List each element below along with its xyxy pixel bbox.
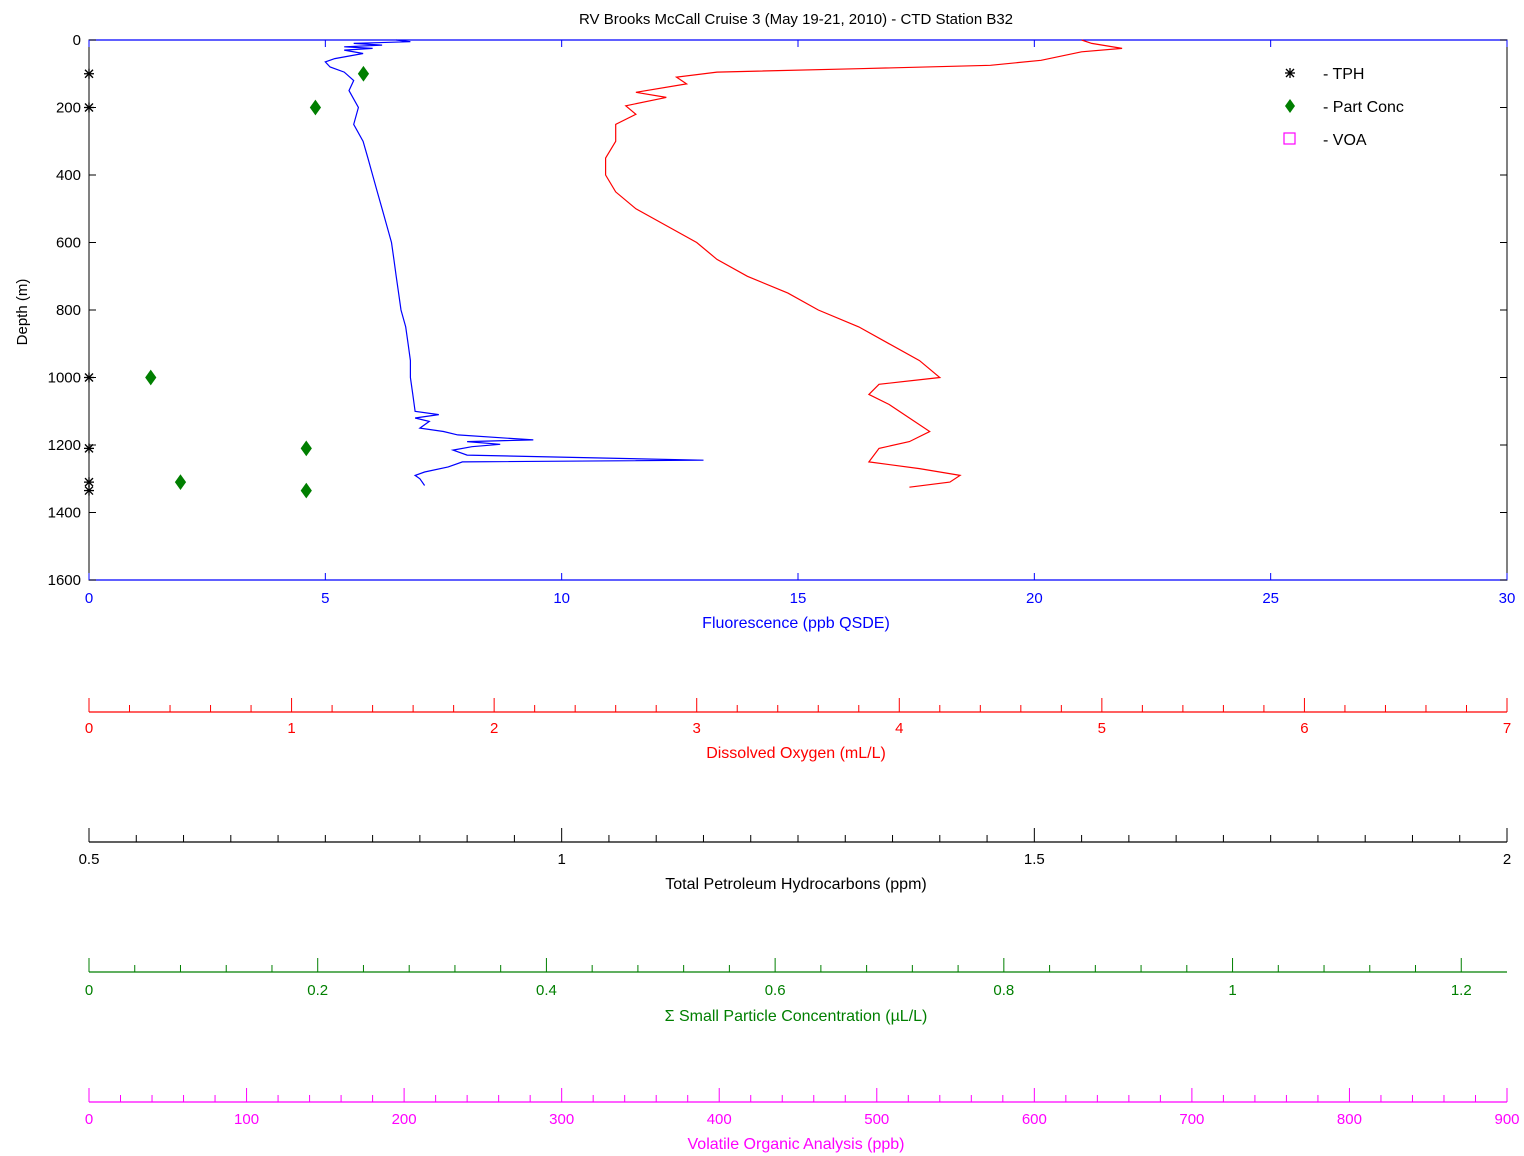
y-axis: 0 200 400 600 800 1000 1200 1400 1600	[48, 32, 1507, 589]
x-axis-do: 0 1 2 3 4 5 6 7 Dissolved Oxygen (mL/L)	[85, 698, 1511, 762]
x-axis-fluor: 0 5 10 15 20 25 30 Fluorescence (ppb QSDE)	[85, 40, 1516, 632]
tph-point	[84, 485, 94, 496]
series-line-do	[604, 39, 1123, 488]
x-tick-label: 300	[549, 1111, 574, 1128]
tph-point	[84, 68, 94, 79]
x-axis-title-fluor: Fluorescence (ppb QSDE)	[702, 615, 890, 632]
part-conc-point	[174, 474, 187, 490]
x-tick-label: 30	[1499, 590, 1516, 607]
y-tick-label: 1400	[48, 505, 81, 522]
series-layer	[84, 39, 1123, 499]
x-axis-title-do: Dissolved Oxygen (mL/L)	[706, 745, 886, 762]
x-tick-label: 1	[287, 720, 295, 737]
legend-label: - TPH	[1323, 66, 1364, 83]
x-tick-label: 700	[1179, 1111, 1204, 1128]
x-tick-label: 4	[895, 720, 903, 737]
part-conc-point	[300, 440, 312, 457]
plot-frame	[88, 39, 1508, 581]
x-tick-label: 1	[1228, 982, 1236, 999]
legend-label: - Part Conc	[1323, 99, 1404, 116]
x-tick-label: 1.2	[1451, 982, 1472, 999]
y-axis-label: Depth (m)	[14, 279, 31, 346]
x-axis-voa: 0 100 200 300 400 500 600 700 800 900 Volatile Org…	[85, 1088, 1520, 1153]
x-axis-title-voa: Volatile Organic Analysis (ppb)	[688, 1136, 905, 1153]
x-tick-label: 800	[1337, 1111, 1362, 1128]
x-tick-label: 0	[85, 720, 93, 737]
x-tick-label: 3	[693, 720, 701, 737]
y-tick-label: 800	[56, 302, 81, 319]
x-tick-label: 20	[1026, 590, 1043, 607]
x-tick-label: 5	[1098, 720, 1106, 737]
part-conc-point	[300, 482, 312, 499]
x-tick-label: 0	[85, 1111, 93, 1128]
part-conc-point	[309, 99, 322, 116]
part-conc-point	[357, 65, 370, 82]
x-tick-label: 900	[1494, 1111, 1519, 1128]
y-tick-label: 1000	[48, 370, 81, 387]
x-tick-label: 2	[490, 720, 498, 737]
legend-marker-tph	[1285, 68, 1295, 78]
legend-marker-voa	[1283, 132, 1296, 145]
x-tick-label: 0.5	[79, 851, 100, 868]
x-tick-label: 2	[1503, 851, 1511, 868]
x-tick-label: 15	[790, 590, 807, 607]
legend: - TPH - Part Conc - VOA	[1283, 66, 1404, 149]
x-tick-label: 0	[85, 590, 93, 607]
x-tick-label: 0.8	[993, 982, 1014, 999]
x-tick-label: 400	[707, 1111, 732, 1128]
x-tick-label: 0.2	[307, 982, 328, 999]
legend-marker-part-conc	[1285, 99, 1295, 113]
plot-area: 0 200 400 600 800 1000 1200 1400 1600 Depth (m)	[14, 32, 1508, 589]
x-tick-label: 1.5	[1024, 851, 1045, 868]
tph-point	[84, 372, 94, 383]
y-tick-label: 200	[56, 100, 81, 117]
x-tick-label: 25	[1262, 590, 1279, 607]
x-tick-label: 0	[85, 982, 93, 999]
tph-point	[84, 443, 94, 454]
y-tick-label: 400	[56, 167, 81, 184]
x-axis-spc: 0 0.2 0.4 0.6 0.8 1 1.2 Σ Small Particle Concen…	[85, 958, 1507, 1025]
x-tick-label: 500	[864, 1111, 889, 1128]
chart-title: RV Brooks McCall Cruise 3 (May 19-21, 20…	[579, 11, 1013, 28]
x-tick-label: 1	[557, 851, 565, 868]
x-tick-label: 600	[1022, 1111, 1047, 1128]
y-tick-label: 1600	[48, 572, 81, 589]
y-tick-label: 0	[73, 32, 81, 49]
legend-label: - VOA	[1323, 132, 1367, 149]
x-tick-label: 0.6	[765, 982, 786, 999]
y-tick-label: 1200	[48, 437, 81, 454]
x-tick-label: 0.4	[536, 982, 557, 999]
x-tick-label: 5	[321, 590, 329, 607]
y-tick-label: 600	[56, 235, 81, 252]
x-axis-title-tph: Total Petroleum Hydrocarbons (ppm)	[665, 876, 926, 893]
x-axis-title-spc: Σ Small Particle Concentration (µL/L)	[665, 1008, 928, 1025]
x-tick-label: 200	[392, 1111, 417, 1128]
x-axis-tph: 0.5 1 1.5 2 Total Petroleum Hydrocarbons (pp…	[79, 828, 1511, 893]
x-tick-label: 10	[553, 590, 570, 607]
part-conc-point	[145, 369, 157, 386]
tph-point	[84, 102, 94, 113]
x-tick-label: 100	[234, 1111, 259, 1128]
x-tick-label: 7	[1503, 720, 1511, 737]
series-line-fluor	[324, 39, 704, 486]
tph-point	[84, 477, 94, 488]
x-tick-label: 6	[1300, 720, 1308, 737]
